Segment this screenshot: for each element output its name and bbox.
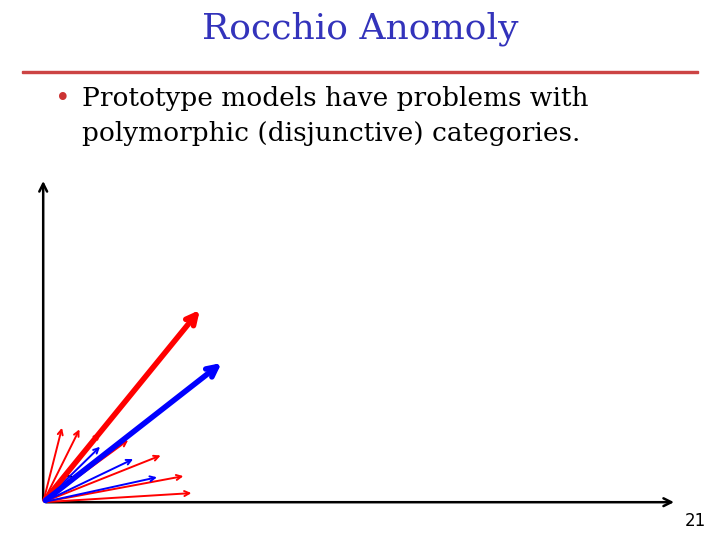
Text: Prototype models have problems with
polymorphic (disjunctive) categories.: Prototype models have problems with poly… (82, 86, 588, 146)
Text: •: • (55, 86, 71, 111)
Text: 21: 21 (684, 512, 706, 530)
Text: Rocchio Anomoly: Rocchio Anomoly (202, 12, 518, 46)
